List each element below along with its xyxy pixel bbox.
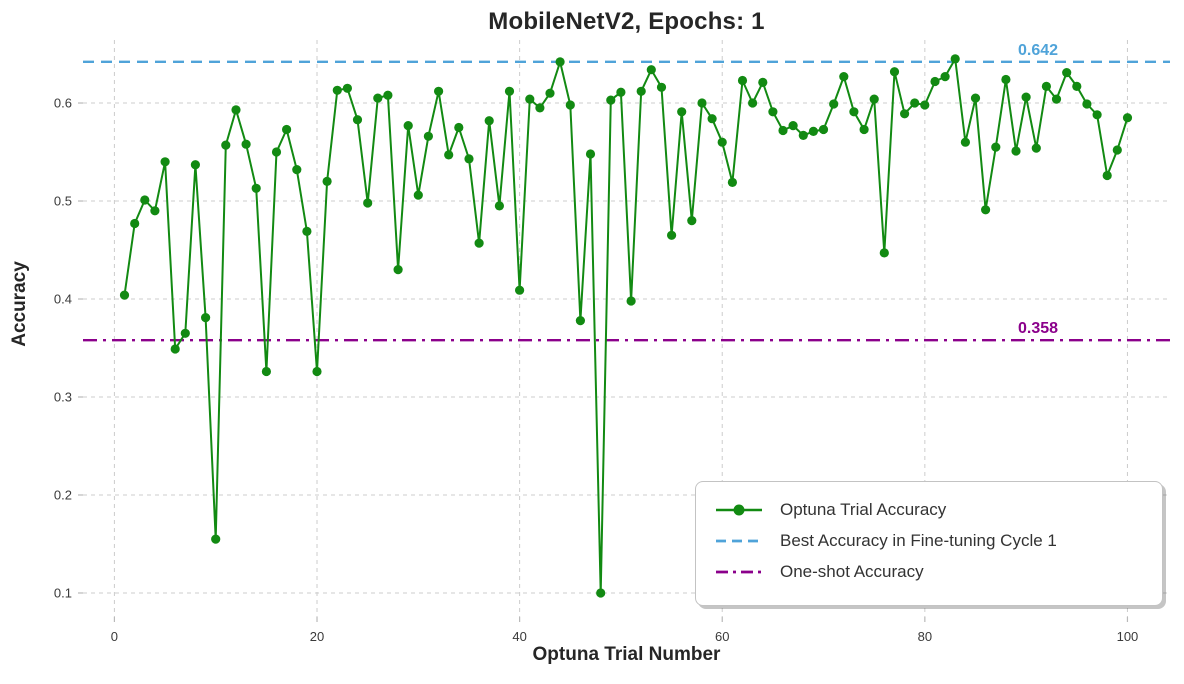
ref-line-annotation: 0.358	[1018, 320, 1058, 337]
svg-text:20: 20	[310, 629, 324, 644]
svg-text:100: 100	[1117, 629, 1139, 644]
svg-text:0: 0	[111, 629, 118, 644]
dashdot-line-icon	[716, 570, 762, 573]
axis-ticks	[78, 102, 1129, 622]
chart-title: MobileNetV2, Epochs: 1	[488, 8, 765, 35]
ref-line-annotation: 0.642	[1018, 42, 1058, 59]
legend-label-oneshot-accuracy: One-shot Accuracy	[780, 561, 924, 581]
svg-text:60: 60	[715, 629, 729, 644]
x-axis-label: Optuna Trial Number	[532, 644, 721, 665]
svg-text:0.1: 0.1	[54, 585, 72, 600]
svg-text:0.5: 0.5	[54, 194, 72, 209]
solid-line-with-dot-icon	[716, 504, 762, 515]
x-tick-labels: 0 20 40 60 80 100	[111, 629, 1139, 644]
dashed-line-icon	[716, 539, 762, 542]
svg-text:0.6: 0.6	[54, 96, 72, 111]
legend: Optuna Trial Accuracy Best Accuracy in F…	[695, 481, 1163, 606]
legend-row-best-accuracy: Best Accuracy in Fine-tuning Cycle 1	[714, 525, 1162, 556]
svg-text:40: 40	[512, 629, 526, 644]
svg-text:80: 80	[918, 629, 932, 644]
trial-accuracy-line	[123, 57, 1129, 594]
y-tick-labels: 0.1 0.2 0.3 0.4 0.5 0.6	[54, 96, 72, 601]
y-axis-label: Accuracy	[9, 261, 30, 347]
svg-text:0.3: 0.3	[54, 389, 72, 404]
legend-label-trial-accuracy: Optuna Trial Accuracy	[780, 499, 947, 519]
legend-row-oneshot-accuracy: One-shot Accuracy	[714, 556, 1162, 587]
svg-text:0.4: 0.4	[54, 292, 72, 307]
trial-accuracy-markers	[119, 54, 1133, 598]
legend-row-trial-accuracy: Optuna Trial Accuracy	[714, 494, 1162, 525]
legend-label-best-accuracy: Best Accuracy in Fine-tuning Cycle 1	[780, 530, 1057, 550]
svg-text:0.2: 0.2	[54, 487, 72, 502]
